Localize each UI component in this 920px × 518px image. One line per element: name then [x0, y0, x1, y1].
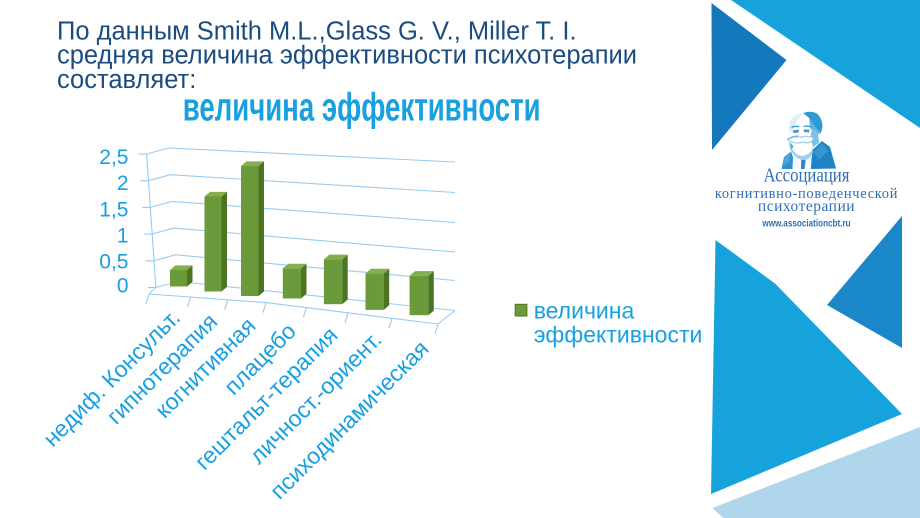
- svg-text:когнитивно-поведенческой: когнитивно-поведенческой: [715, 186, 898, 202]
- svg-text:0: 0: [117, 275, 129, 298]
- svg-text:1,5: 1,5: [99, 198, 128, 221]
- svg-text:величина эффективности: величина эффективности: [183, 86, 541, 130]
- svg-text:2,5: 2,5: [99, 146, 128, 169]
- svg-text:эффективности: эффективности: [534, 321, 703, 347]
- svg-text:составляет:: составляет:: [57, 66, 196, 94]
- svg-text:Ассоциация: Ассоциация: [764, 164, 851, 185]
- svg-text:www.associationcbt.ru: www.associationcbt.ru: [761, 218, 850, 229]
- svg-text:По данным Smith M.L.,Glass G.: По данным Smith M.L.,Glass G. V., Miller…: [57, 17, 577, 45]
- svg-text:0,5: 0,5: [99, 250, 128, 273]
- svg-text:средняя величина эффективности: средняя величина эффективности психотера…: [57, 42, 637, 70]
- svg-text:психотерапии: психотерапии: [758, 198, 855, 215]
- svg-text:1: 1: [117, 225, 129, 248]
- svg-text:2: 2: [117, 172, 129, 195]
- svg-text:величина: величина: [534, 297, 635, 323]
